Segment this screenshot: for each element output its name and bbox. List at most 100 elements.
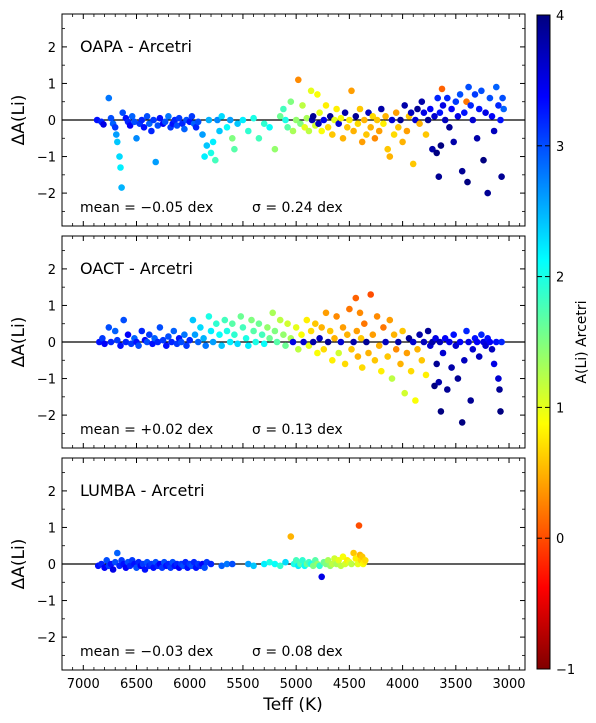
data-point	[223, 560, 231, 568]
data-point	[280, 331, 287, 339]
data-point	[480, 156, 487, 164]
data-point	[107, 338, 115, 346]
data-point	[358, 364, 366, 371]
y-axis-ticks: −2 −1 0 1 2	[37, 472, 525, 656]
stats-mean: mean = −0.03 dex	[80, 644, 213, 660]
data-point	[223, 327, 231, 335]
data-point	[473, 135, 481, 142]
data-point	[392, 346, 400, 353]
x-tick-label: 5500	[226, 677, 259, 692]
data-point	[431, 113, 438, 120]
data-point	[131, 118, 138, 126]
data-point	[214, 116, 221, 124]
data-point	[450, 138, 458, 146]
data-point	[298, 331, 305, 339]
data-point	[352, 113, 360, 120]
data-point	[496, 386, 503, 393]
data-point	[141, 566, 149, 573]
x-tick-label: 5000	[280, 677, 313, 692]
data-point	[305, 127, 313, 135]
data-point	[395, 338, 402, 346]
y-tick-label: 0	[48, 114, 56, 129]
data-point	[488, 113, 496, 120]
data-point	[191, 331, 199, 339]
data-point	[454, 375, 462, 382]
data-point	[138, 327, 146, 335]
scatter-points	[96, 291, 505, 426]
data-point	[138, 116, 146, 124]
data-point	[344, 124, 351, 131]
data-point	[175, 114, 183, 122]
data-point	[409, 160, 417, 168]
data-point	[165, 113, 172, 120]
data-point	[490, 127, 498, 135]
data-point	[201, 153, 208, 160]
data-point	[390, 131, 398, 138]
y-tick-label: −2	[37, 187, 56, 202]
data-point	[497, 408, 504, 415]
data-point	[380, 120, 387, 127]
data-point	[467, 397, 475, 404]
data-point	[444, 386, 451, 393]
data-point	[316, 335, 323, 342]
y-tick-label: 1	[48, 299, 56, 314]
stats-sigma: σ = 0.13 dex	[252, 422, 343, 438]
data-point	[276, 562, 284, 570]
data-point	[348, 346, 355, 353]
data-point	[475, 353, 483, 360]
data-point	[295, 76, 302, 84]
data-point	[488, 346, 496, 353]
data-point	[229, 320, 236, 328]
panel-title: LUMBA - Arcetri	[80, 481, 205, 500]
data-point	[375, 342, 383, 350]
data-point	[269, 309, 277, 317]
data-point	[414, 346, 421, 353]
panel-title: OACT - Arcetri	[80, 259, 193, 278]
data-point	[333, 105, 340, 113]
x-tick-label: 6000	[173, 677, 206, 692]
data-point	[369, 331, 377, 339]
data-point	[348, 87, 355, 95]
data-point	[357, 335, 365, 342]
colorbar-tick-label: 0	[556, 532, 564, 547]
y-tick-label: 2	[48, 263, 56, 278]
data-point	[375, 127, 383, 135]
data-point	[101, 340, 108, 348]
data-point	[309, 338, 317, 346]
data-point	[482, 109, 489, 116]
data-point	[373, 116, 381, 124]
data-point	[490, 360, 498, 368]
data-point	[403, 127, 411, 135]
data-point	[245, 127, 252, 135]
data-point	[452, 98, 460, 105]
data-point	[234, 340, 241, 348]
data-point	[371, 357, 379, 364]
data-point	[159, 336, 167, 344]
data-point	[420, 338, 428, 346]
data-point	[361, 320, 368, 328]
data-point	[361, 116, 368, 124]
data-point	[350, 338, 357, 346]
data-point	[226, 116, 234, 124]
data-point	[248, 316, 255, 324]
data-point	[255, 135, 263, 142]
data-point	[498, 338, 505, 346]
data-point	[320, 116, 328, 124]
data-point	[173, 122, 181, 129]
data-point	[276, 113, 284, 120]
data-point	[250, 327, 257, 335]
data-point	[337, 114, 345, 122]
data-point	[324, 124, 332, 131]
data-point	[322, 309, 330, 317]
scatter-points	[94, 522, 369, 581]
data-point	[475, 105, 483, 113]
x-tick-label: 7000	[67, 677, 100, 692]
data-point	[354, 120, 362, 127]
data-point	[324, 338, 332, 346]
data-point	[371, 135, 379, 142]
data-point	[341, 109, 349, 116]
x-tick-label: 3000	[492, 677, 525, 692]
data-point	[386, 153, 394, 160]
data-point	[467, 102, 475, 109]
